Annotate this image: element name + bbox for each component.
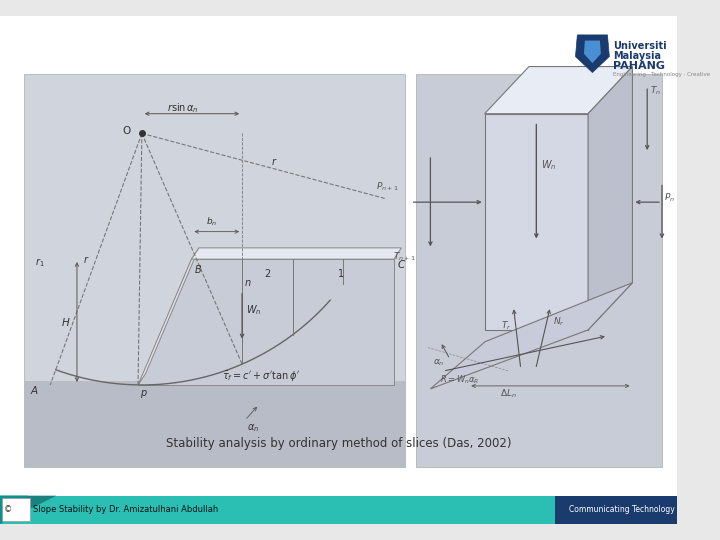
Text: Communicating Technology: Communicating Technology	[569, 505, 675, 514]
Polygon shape	[584, 40, 601, 63]
Text: $\alpha_n$: $\alpha_n$	[247, 422, 259, 434]
Text: $B$: $B$	[194, 262, 202, 274]
Text: Engineering · Technology · Creative: Engineering · Technology · Creative	[613, 72, 710, 77]
Polygon shape	[485, 66, 632, 114]
Polygon shape	[138, 259, 394, 385]
Text: PAHANG: PAHANG	[613, 61, 665, 71]
Bar	[2, 498, 30, 521]
Text: $P_{n+1}$: $P_{n+1}$	[377, 180, 399, 193]
Text: $T_{n+1}$: $T_{n+1}$	[393, 251, 416, 264]
Text: Universiti: Universiti	[613, 40, 667, 51]
Bar	[555, 496, 677, 524]
Text: $n$: $n$	[244, 278, 251, 288]
Text: $N_r$: $N_r$	[553, 316, 564, 328]
Text: $r\sin\alpha_n$: $r\sin\alpha_n$	[167, 101, 199, 114]
Bar	[415, 75, 662, 468]
Text: $\alpha_n$: $\alpha_n$	[433, 357, 444, 368]
Text: $\Delta L_n$: $\Delta L_n$	[500, 387, 517, 400]
Text: $W_n$: $W_n$	[541, 158, 557, 172]
Text: $r$: $r$	[83, 254, 89, 265]
Polygon shape	[192, 248, 401, 259]
Text: $H$: $H$	[60, 316, 71, 328]
Text: $p$: $p$	[140, 388, 148, 400]
Text: $b_n$: $b_n$	[207, 215, 217, 228]
Polygon shape	[575, 35, 609, 72]
Polygon shape	[588, 66, 632, 330]
Polygon shape	[485, 114, 588, 330]
Text: Malaysia: Malaysia	[613, 51, 661, 61]
Text: $T_n$: $T_n$	[650, 85, 661, 97]
Polygon shape	[431, 283, 632, 389]
Polygon shape	[0, 496, 28, 524]
Text: $A$: $A$	[30, 383, 39, 396]
Text: $T_r$: $T_r$	[501, 320, 511, 332]
Text: $1$: $1$	[337, 267, 344, 279]
Text: $P_n$: $P_n$	[665, 191, 675, 204]
Text: $W_n$: $W_n$	[246, 303, 261, 317]
Text: Slope Stability by Dr. Amizatulhani Abdullah: Slope Stability by Dr. Amizatulhani Abdu…	[33, 505, 218, 514]
Bar	[24, 75, 405, 468]
Text: $r_1$: $r_1$	[35, 256, 45, 269]
Bar	[24, 381, 405, 468]
Text: ©: ©	[4, 505, 12, 514]
Text: Stability analysis by ordinary method of slices (Das, 2002): Stability analysis by ordinary method of…	[166, 437, 511, 450]
Text: $r$: $r$	[271, 156, 277, 167]
Text: $R = W_n \alpha_R$: $R = W_n \alpha_R$	[440, 374, 480, 386]
Text: $2$: $2$	[264, 267, 271, 279]
Text: O: O	[122, 125, 130, 136]
Text: $C$: $C$	[397, 258, 406, 270]
Polygon shape	[0, 496, 56, 524]
Text: $\bar{\tau}_f = c' + \sigma' \tan\phi'$: $\bar{\tau}_f = c' + \sigma' \tan\phi'$	[222, 370, 300, 384]
Bar	[0, 496, 555, 524]
Polygon shape	[138, 248, 199, 385]
